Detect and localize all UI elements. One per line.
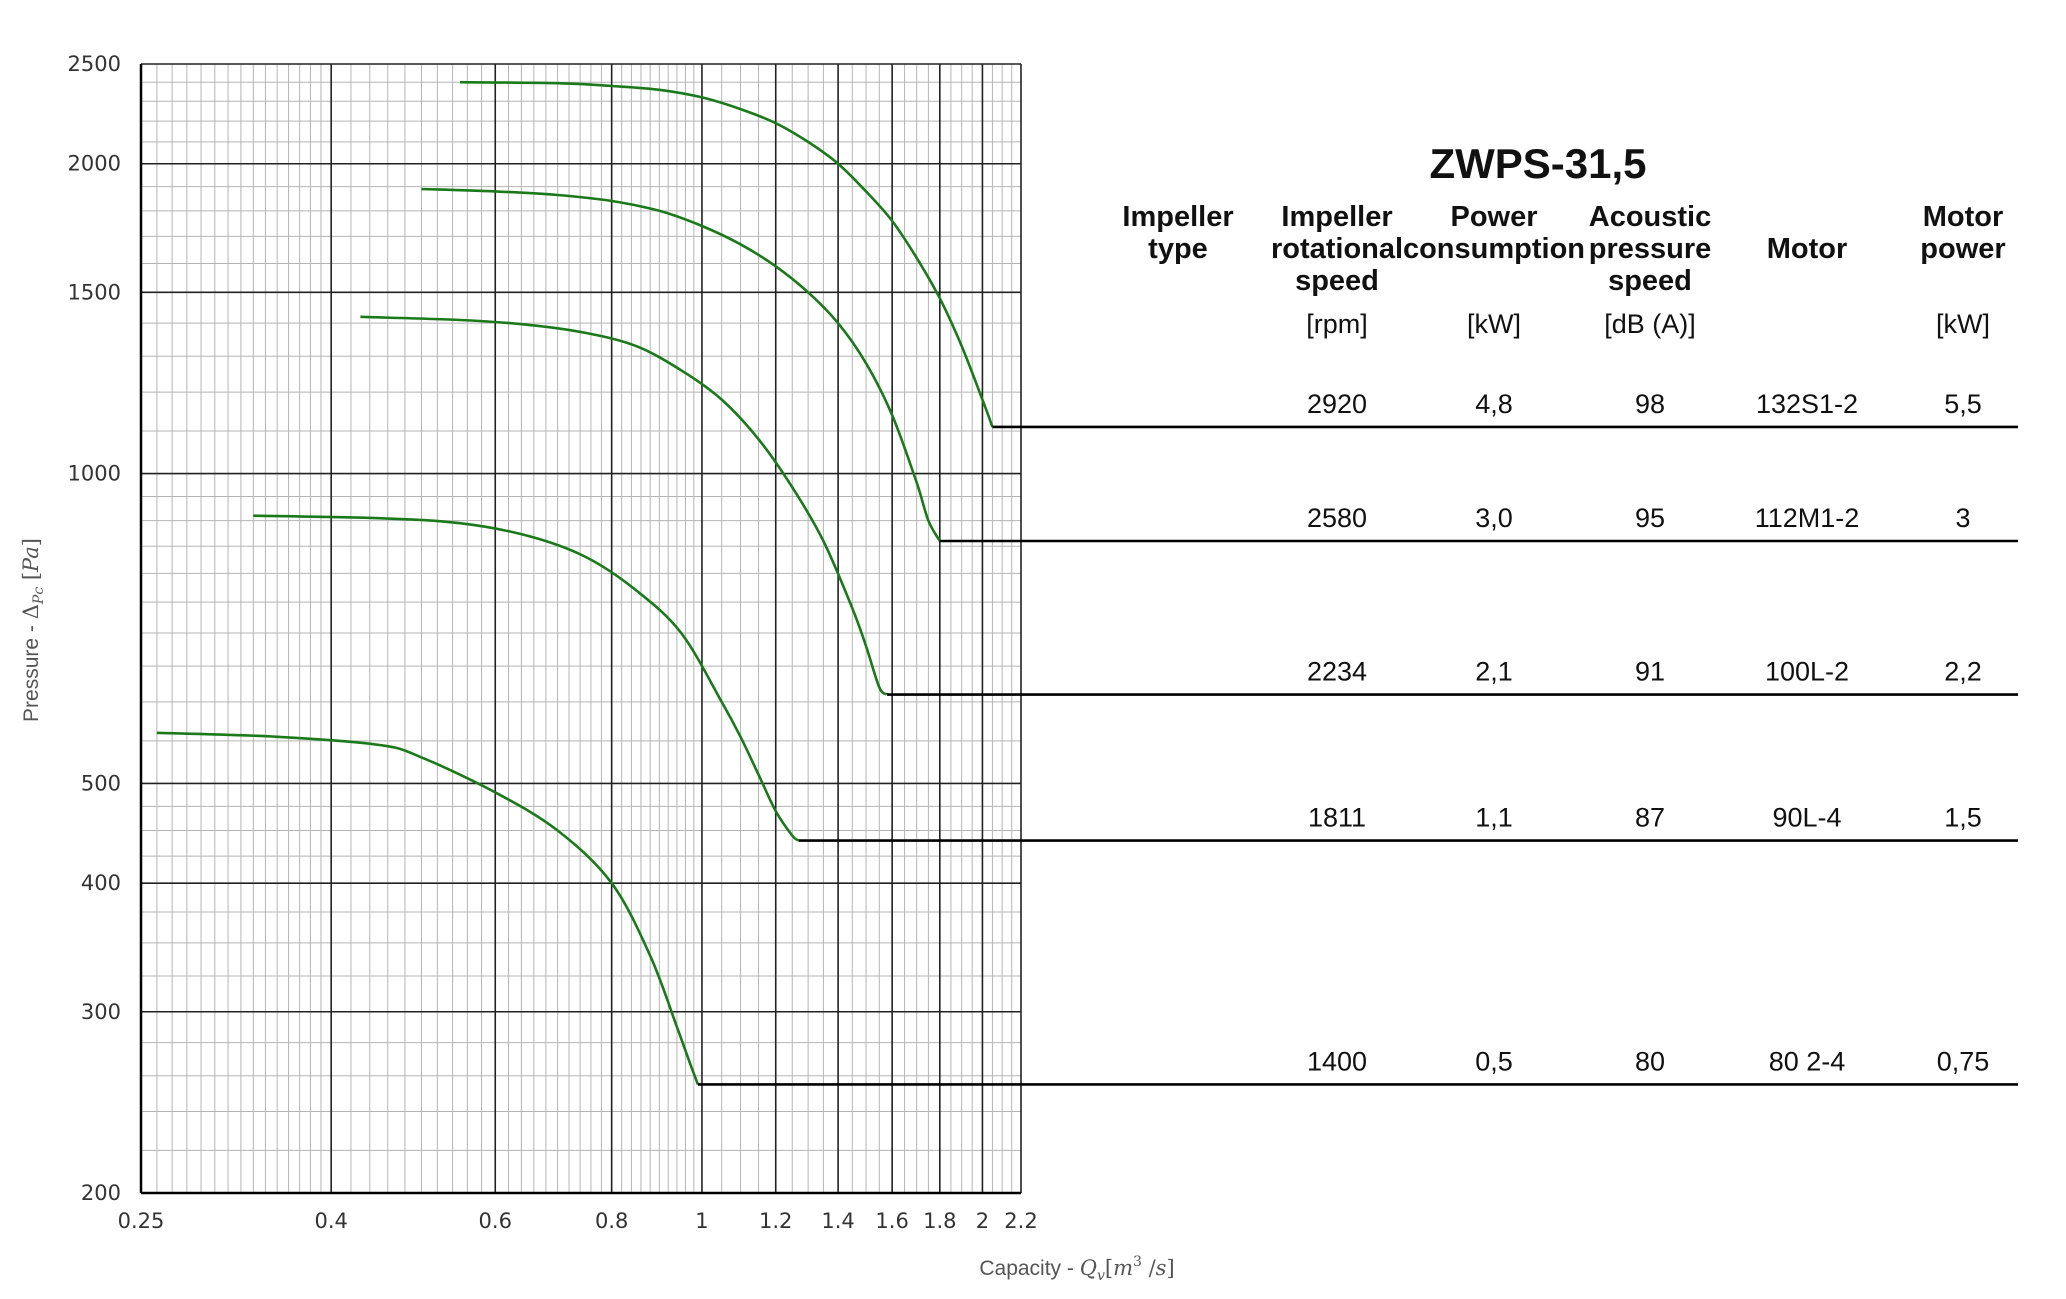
x-tick-label: 2.2 — [1004, 1209, 1037, 1233]
x-tick-label: 0.6 — [479, 1209, 512, 1233]
table-unit-1: [rpm] — [1306, 309, 1368, 339]
y-tick-label: 1500 — [68, 280, 121, 304]
table-cell-motor: 100L-2 — [1765, 657, 1849, 687]
table-cell-motor_power: 5,5 — [1944, 389, 1982, 419]
table-cell-motor: 112M1-2 — [1755, 503, 1860, 533]
table-cell-db: 95 — [1635, 503, 1665, 533]
table-header-line: Acoustic — [1589, 201, 1711, 233]
table-cell-motor_power: 2,2 — [1944, 657, 1982, 687]
table-header-5: Motor power — [1920, 201, 2005, 265]
table-unit-2: [kW] — [1467, 309, 1521, 339]
x-tick-label: 0.25 — [118, 1209, 165, 1233]
table-cell-power: 1,1 — [1475, 803, 1513, 833]
table-header-2: Power consumption — [1403, 201, 1585, 265]
chart-tick-labels: 0.25 0.4 0.6 0.8 1 1.2 1.4 1.6 1.8 2 2.2 200 300 400 5… — [68, 52, 1038, 1233]
y-tick-label: 1000 — [68, 462, 121, 486]
x-tick-label: 0.4 — [314, 1209, 347, 1233]
x-tick-label: 1.8 — [923, 1209, 956, 1233]
table-cell-db: 80 — [1635, 1046, 1665, 1076]
table-header-line: speed — [1295, 265, 1379, 297]
table-header-0: Impeller type — [1122, 201, 1233, 265]
table-cell-rpm: 1811 — [1308, 803, 1366, 833]
table-cell-db: 91 — [1635, 657, 1665, 687]
table-cell-motor_power: 3 — [1955, 503, 1970, 533]
fan-curve-3 — [253, 514, 800, 842]
x-tick-label: 2 — [976, 1209, 989, 1233]
table-header-line: Impeller — [1122, 201, 1233, 233]
fan-curve-4 — [156, 731, 700, 1085]
table-header-line: pressure — [1589, 233, 1712, 265]
y-axis-label: Pressure - ΔPc [Pa] — [19, 538, 47, 722]
table-header-3: Acoustic pressure speed — [1589, 201, 1712, 297]
table-header-line: Impeller — [1281, 201, 1392, 233]
y-tick-label: 500 — [81, 771, 121, 795]
x-axis-label: Capacity - Qv[m3 /s] — [979, 1254, 1174, 1284]
table-unit-3: [dB (A)] — [1604, 309, 1696, 339]
fan-curve-0 — [459, 80, 994, 428]
chart-grid — [139, 63, 1022, 1195]
y-tick-label: 2500 — [68, 52, 121, 76]
y-tick-label: 300 — [81, 1000, 121, 1024]
table-header-line: type — [1148, 233, 1208, 265]
table-cell-power: 2,1 — [1475, 657, 1513, 687]
chart-curves — [156, 80, 2018, 1086]
fan-curve-1 — [421, 187, 941, 542]
table-cell-rpm: 2234 — [1307, 657, 1367, 687]
table-cell-motor: 80 2-4 — [1769, 1046, 1846, 1076]
y-tick-label: 400 — [81, 871, 121, 895]
table-header-line: Motor — [1767, 233, 1848, 265]
fan-curve-2 — [360, 315, 888, 696]
table-header-line: rotational — [1271, 233, 1403, 265]
table-header-line: speed — [1608, 265, 1692, 297]
table-cell-db: 87 — [1635, 803, 1665, 833]
table-cell-rpm: 1400 — [1307, 1046, 1367, 1076]
table-cell-motor: 90L-4 — [1772, 803, 1841, 833]
table-cell-rpm: 2920 — [1307, 389, 1367, 419]
table-unit-5: [kW] — [1936, 309, 1990, 339]
table-header-line: power — [1920, 233, 2005, 265]
x-tick-label: 1.6 — [875, 1209, 908, 1233]
x-tick-label: 1.4 — [821, 1209, 854, 1233]
table-header-line: Motor — [1923, 201, 2004, 233]
table-cell-power: 0,5 — [1475, 1046, 1513, 1076]
table-header-line: consumption — [1403, 233, 1585, 265]
table-header-4: Motor — [1767, 233, 1848, 265]
table-cell-motor_power: 0,75 — [1937, 1046, 1990, 1076]
y-tick-label: 200 — [81, 1181, 121, 1205]
table-cell-db: 98 — [1635, 389, 1665, 419]
x-tick-label: 1.2 — [759, 1209, 792, 1233]
y-tick-label: 2000 — [68, 152, 121, 176]
x-tick-label: 0.8 — [595, 1209, 628, 1233]
table-cell-power: 3,0 — [1475, 503, 1513, 533]
table-cell-rpm: 2580 — [1307, 503, 1367, 533]
table-cell-motor_power: 1,5 — [1944, 803, 1982, 833]
table-cell-power: 4,8 — [1475, 389, 1513, 419]
chart-title: ZWPS-31,5 — [1429, 140, 1646, 187]
table-header-line: Power — [1450, 201, 1537, 233]
x-tick-label: 1 — [695, 1209, 708, 1233]
table-cell-motor: 132S1-2 — [1756, 389, 1858, 419]
table-header-1: Impeller rotational speed — [1271, 201, 1403, 297]
